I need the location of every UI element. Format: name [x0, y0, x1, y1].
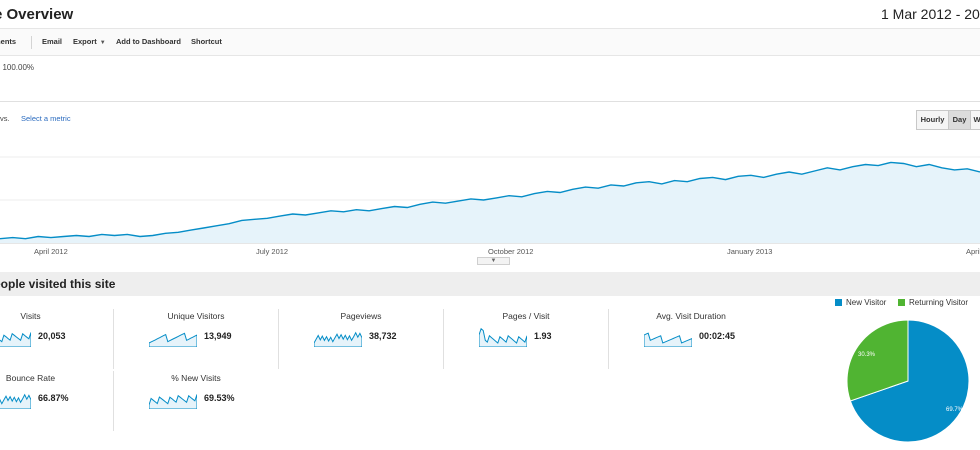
visits-line-chart: April 2012 July 2012 October 2012 Januar…: [0, 156, 980, 256]
metric-new-visits[interactable]: % New Visits 69.53%: [113, 371, 278, 431]
legend-label: Returning Visitor: [909, 298, 968, 307]
series-area: [0, 162, 980, 243]
email-button[interactable]: Email: [42, 37, 63, 46]
x-tick-label: January 2013: [727, 247, 772, 256]
sparkline: [314, 331, 362, 347]
report-toolbar: ments Email Export▼ Add to Dashboard Sho…: [0, 28, 980, 56]
pie-label-new: 69.7%: [946, 407, 964, 413]
legend-label: New Visitor: [846, 298, 887, 307]
pie-label-returning: 30.3%: [858, 352, 876, 358]
metric-label: Visits: [20, 311, 41, 321]
metric-value: 13,949: [204, 331, 232, 341]
page-title: e Overview: [0, 6, 74, 23]
metric-pages-per-visit[interactable]: Pages / Visit 1.93: [443, 309, 608, 369]
export-button[interactable]: Export ▼: [73, 37, 106, 46]
sparkline: [479, 327, 527, 347]
metric-value: 00:02:45: [699, 331, 736, 341]
week-button[interactable]: W: [970, 110, 980, 130]
metric-label: Pages / Visit: [502, 311, 550, 321]
metric-avg-visit-duration[interactable]: Avg. Visit Duration 00:02:45: [608, 309, 773, 369]
legend-swatch: [898, 299, 905, 306]
metric-label: Unique Visitors: [167, 311, 225, 321]
metric-label: % New Visits: [171, 373, 221, 383]
metric-label: Avg. Visit Duration: [656, 311, 726, 321]
sparkline: [0, 332, 31, 347]
metric-value: 38,732: [369, 331, 397, 341]
chart-panel: vs. Select a metric Hourly Day W April 2…: [0, 101, 980, 265]
add-to-dashboard-button[interactable]: Add to Dashboard: [116, 37, 181, 46]
metric-value: 69.53%: [204, 393, 235, 403]
select-metric-link[interactable]: Select a metric: [21, 114, 71, 123]
metric-visits[interactable]: Visits 20,053: [0, 309, 113, 369]
x-tick-label: April 2012: [34, 247, 68, 256]
segment-percentage: : 100.00%: [0, 63, 35, 72]
visitor-type-pie-chart: 69.7% 30.3%: [846, 319, 970, 443]
x-tick-label: July 2012: [256, 247, 288, 256]
segments-button[interactable]: ments: [0, 37, 17, 46]
series-group: [0, 161, 980, 243]
legend-swatch: [835, 299, 842, 306]
export-label: Export: [73, 37, 97, 46]
metric-value: 1.93: [534, 331, 552, 341]
metric-bounce-rate[interactable]: Bounce Rate 66.87%: [0, 371, 113, 431]
sparkline: [644, 332, 692, 347]
metric-pageviews[interactable]: Pageviews 38,732: [278, 309, 443, 369]
sparkline: [149, 394, 197, 409]
section-title: eople visited this site: [0, 277, 116, 291]
series-line: [0, 161, 980, 240]
pie-slice-new-visitor[interactable]: [849, 319, 970, 443]
sparkline: [149, 332, 197, 347]
metric-label: Pageviews: [340, 311, 382, 321]
vs-label: vs.: [0, 114, 10, 123]
chart-collapse-handle[interactable]: ▼: [477, 257, 510, 265]
day-button[interactable]: Day: [948, 110, 971, 130]
metric-label: Bounce Rate: [5, 373, 56, 383]
metric-value: 20,053: [38, 331, 66, 341]
metric-unique-visitors[interactable]: Unique Visitors 13,949: [113, 309, 278, 369]
hourly-button[interactable]: Hourly: [916, 110, 949, 130]
metric-value: 66.87%: [38, 393, 69, 403]
shortcut-button[interactable]: Shortcut: [191, 37, 222, 46]
x-tick-label: October 2012: [488, 247, 533, 256]
legend-new-visitor[interactable]: New Visitor: [835, 298, 886, 307]
sparkline: [0, 393, 31, 409]
toolbar-divider: [31, 36, 32, 49]
pie-slice-returning-visitor[interactable]: [846, 319, 909, 402]
date-range-picker[interactable]: 1 Mar 2012 - 20 A: [881, 6, 980, 22]
chevron-down-icon: ▼: [99, 40, 106, 46]
legend-returning-visitor[interactable]: Returning Visitor: [898, 298, 968, 307]
overview-section-header: eople visited this site: [0, 272, 980, 296]
x-tick-label: April: [966, 247, 980, 256]
